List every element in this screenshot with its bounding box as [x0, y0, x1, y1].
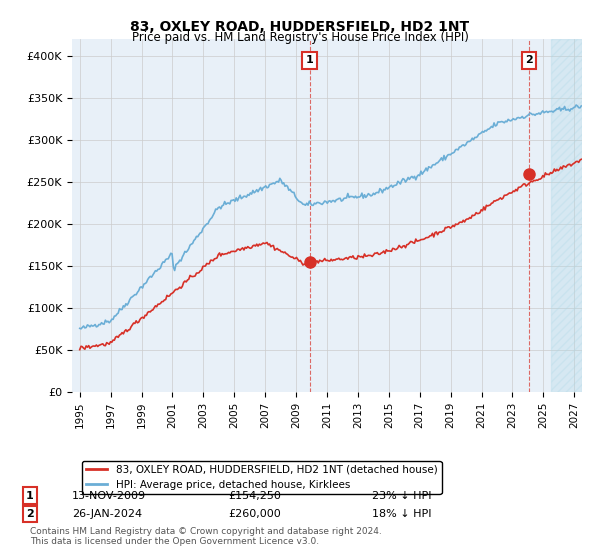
Text: £154,250: £154,250: [228, 491, 281, 501]
Text: 83, OXLEY ROAD, HUDDERSFIELD, HD2 1NT: 83, OXLEY ROAD, HUDDERSFIELD, HD2 1NT: [130, 20, 470, 34]
Text: 23% ↓ HPI: 23% ↓ HPI: [372, 491, 431, 501]
Text: 2: 2: [26, 509, 34, 519]
Text: 1: 1: [26, 491, 34, 501]
Text: 1: 1: [305, 55, 313, 65]
Text: 13-NOV-2009: 13-NOV-2009: [72, 491, 146, 501]
Text: £260,000: £260,000: [228, 509, 281, 519]
Text: 26-JAN-2024: 26-JAN-2024: [72, 509, 142, 519]
Legend: 83, OXLEY ROAD, HUDDERSFIELD, HD2 1NT (detached house), HPI: Average price, deta: 83, OXLEY ROAD, HUDDERSFIELD, HD2 1NT (d…: [82, 461, 442, 494]
Bar: [551, 39, 582, 392]
Text: Contains HM Land Registry data © Crown copyright and database right 2024.
This d: Contains HM Land Registry data © Crown c…: [30, 526, 382, 546]
Text: Price paid vs. HM Land Registry's House Price Index (HPI): Price paid vs. HM Land Registry's House …: [131, 31, 469, 44]
Text: 18% ↓ HPI: 18% ↓ HPI: [372, 509, 431, 519]
Text: 2: 2: [525, 55, 533, 65]
